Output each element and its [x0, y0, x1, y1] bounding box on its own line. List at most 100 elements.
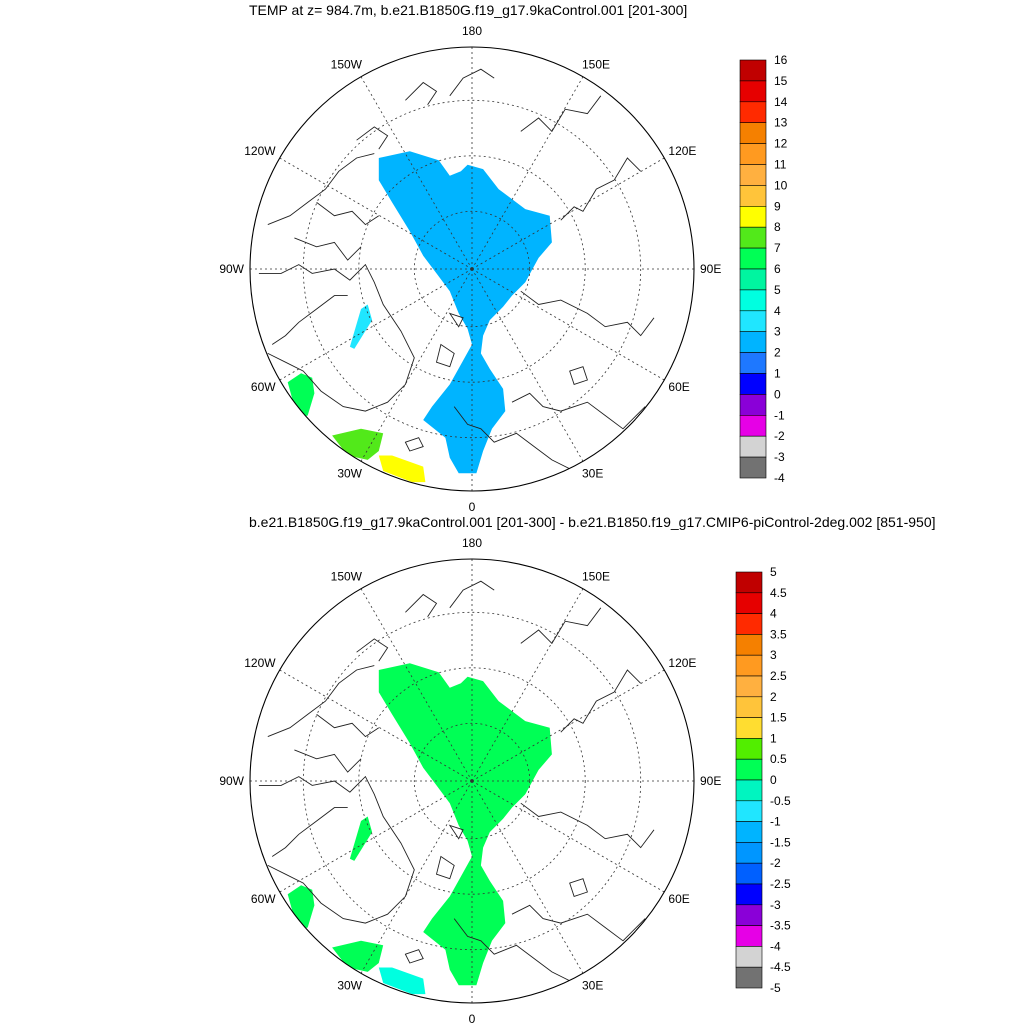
colorbar-swatch	[735, 675, 763, 698]
colorbar-label: -2	[774, 429, 785, 443]
coastline-segment	[294, 749, 362, 773]
longitude-label: 90W	[219, 774, 244, 788]
colorbar-swatch	[739, 122, 767, 144]
coastline-segment	[404, 949, 424, 964]
colorbar-label: 1	[770, 731, 777, 745]
colorbar-label: -4.5	[770, 960, 791, 974]
colorbar-swatch	[739, 352, 767, 374]
longitude-label: 0	[469, 500, 476, 514]
colorbar-label: -4	[774, 471, 785, 485]
meridian-line	[360, 268, 473, 462]
colorbar-label: 5	[774, 283, 781, 297]
colorbar-label: 16	[774, 53, 788, 67]
colorbar-label: -1	[774, 408, 785, 422]
colorbar-swatch	[739, 456, 767, 479]
colorbar-label: 12	[774, 137, 788, 151]
longitude-label: 30E	[582, 978, 603, 992]
colorbar-swatch	[735, 592, 763, 614]
longitude-label: 60W	[251, 380, 276, 394]
colorbar-label: 4.5	[770, 586, 787, 600]
longitude-label: 90E	[700, 262, 721, 276]
coastline-segment	[271, 807, 348, 857]
colorbar: 5 4.5 4 3.5 3 2.5 2 1.5 1 0.5 0 -0.5 -1 -1.5 -2 -2.5 -3 -…	[735, 565, 791, 995]
map-boundary	[249, 558, 695, 1004]
latitude-circle	[358, 155, 586, 383]
colorbar-swatch	[739, 80, 767, 103]
coastline-segment	[435, 855, 455, 880]
colorbar-swatch	[739, 435, 767, 458]
colorbar-swatch	[735, 800, 763, 822]
colorbar-swatch	[735, 738, 763, 760]
longitude-label: 0	[469, 1012, 476, 1024]
meridian-line	[279, 780, 473, 893]
coastline-segment	[520, 95, 602, 133]
meridian-line	[471, 780, 584, 974]
longitude-label: 150W	[331, 58, 363, 72]
data-fill-layer	[287, 151, 552, 483]
fill-baffin-bay-coast	[287, 373, 315, 418]
colorbar-label: -3	[774, 450, 785, 464]
latitude-circle	[302, 611, 642, 951]
meridian-line	[360, 76, 473, 270]
colorbar-swatch	[739, 206, 767, 228]
colorbar-label: 9	[774, 199, 781, 213]
longitude-label: 30W	[337, 466, 362, 480]
longitude-label: 150W	[331, 570, 363, 584]
coastline-segment	[267, 153, 375, 226]
colorbar-swatch	[735, 883, 763, 906]
graticule	[250, 47, 694, 491]
colorbar-swatch	[735, 842, 763, 864]
coastline-segment	[356, 126, 389, 150]
latitude-circle	[358, 667, 586, 895]
longitude-label: 60E	[668, 892, 689, 906]
latitude-circle	[302, 99, 642, 439]
colorbar-swatch	[735, 758, 763, 781]
meridian-line	[279, 669, 473, 782]
colorbar-label: 10	[774, 178, 788, 192]
meridian-line	[360, 780, 473, 974]
colorbar-label: 11	[774, 158, 787, 172]
colorbar-swatch	[739, 394, 767, 416]
coastlines	[258, 68, 655, 470]
meridian-line	[360, 588, 473, 782]
longitude-label: 120E	[668, 144, 696, 158]
fill-beaufort-patch	[349, 816, 373, 861]
colorbar-swatch	[735, 696, 763, 718]
coastline-segment	[356, 638, 389, 662]
colorbar-label: 4	[774, 304, 781, 318]
colorbar-label: 0.5	[770, 752, 787, 766]
coastline-segment	[569, 878, 588, 897]
colorbar-label: -4	[770, 939, 781, 953]
colorbar-label: -2.5	[770, 877, 791, 891]
colorbar-swatch	[739, 226, 767, 249]
meridian-line	[471, 268, 665, 381]
meridian-line	[279, 268, 473, 381]
coastline-segment	[267, 665, 375, 738]
colorbar-swatch	[735, 821, 763, 843]
fill-central-arctic-basin	[378, 151, 552, 474]
coastline-segment	[560, 669, 642, 733]
colorbar-swatch	[735, 925, 763, 947]
colorbar-swatch	[739, 373, 767, 395]
graticule	[250, 559, 694, 1003]
meridian-line	[279, 157, 473, 270]
colorbar-label: 2	[770, 690, 777, 704]
coastline-segment	[569, 366, 588, 385]
coastline-segment	[316, 714, 380, 738]
panel2-map: 180 150E 120E 90E 60E 30E 0 30W 60W 90W 120W 150W 5 4…	[219, 536, 791, 1024]
colorbar-label: -5	[770, 981, 781, 995]
meridian-line	[471, 76, 584, 270]
longitude-label: 90E	[700, 774, 721, 788]
colorbar-swatch	[739, 143, 767, 165]
meridian-line	[471, 268, 584, 462]
colorbar-swatch	[739, 59, 767, 82]
coastline-segment	[448, 312, 464, 328]
colorbar-swatch	[739, 414, 767, 437]
coastline-segment	[258, 263, 415, 412]
fill-iceland-sea	[378, 967, 426, 995]
coastline-segment	[520, 607, 602, 645]
colorbar-swatch	[735, 654, 763, 677]
map-boundary	[249, 46, 695, 492]
coastline-segment	[520, 802, 655, 849]
